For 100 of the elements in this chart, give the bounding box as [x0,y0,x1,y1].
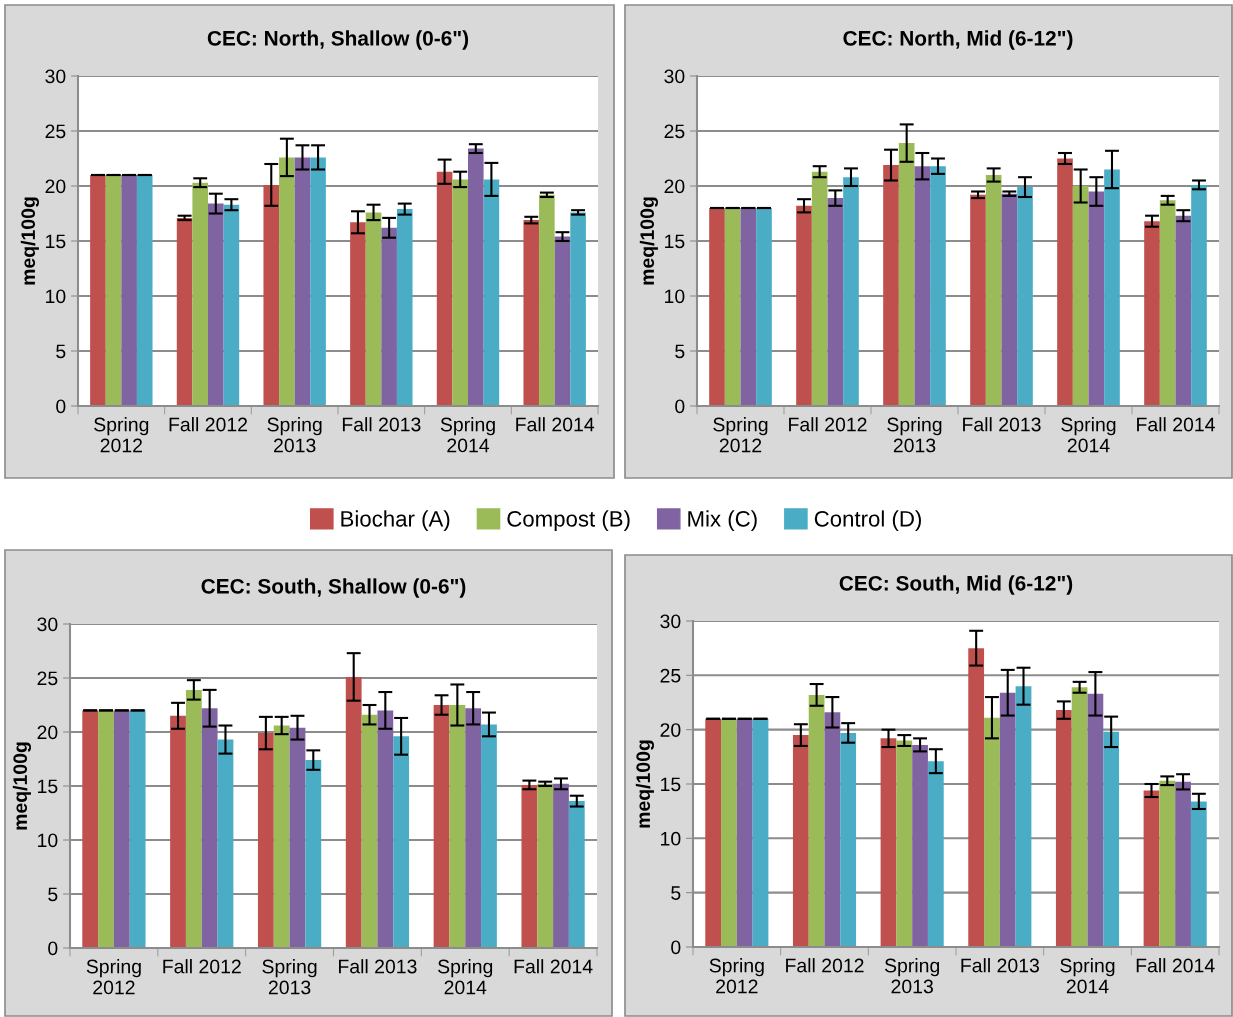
bar [481,724,497,948]
y-tick-label: 10 [38,833,58,848]
bar [756,208,772,406]
bar [883,165,899,406]
bar [752,718,769,947]
y-tick-label: 30 [664,69,685,84]
bar [223,204,240,406]
y-tick-label: 20 [45,179,66,194]
bar [521,784,538,948]
bar [170,715,186,948]
x-tick-label: Fall 2014 [516,417,595,432]
bar [257,733,274,948]
x-tick-label: Spring 2012 [709,958,764,994]
y-tick-label: 30 [37,617,58,632]
y-tick-label: 10 [46,289,66,304]
bar [1175,781,1191,947]
bar [294,157,311,406]
y-tick-label: 15 [665,234,685,249]
bar [1088,191,1105,406]
chart-title: CEC: North, Shallow (0-6") [207,30,469,50]
bar [914,166,931,406]
bar [537,783,554,948]
y-tick-label: 0 [675,399,685,414]
bar [90,175,106,406]
y-tick-label: 20 [660,723,681,737]
y-tick-label: 15 [38,779,58,794]
bar [273,725,290,948]
bar [523,220,540,406]
x-tick-label: Spring 2013 [262,959,317,995]
bar [736,718,753,947]
bar [1015,686,1032,947]
bar [1057,158,1073,406]
y-tick-label: 0 [56,399,66,414]
y-axis-title: meq/100g [639,197,659,285]
bar [1071,687,1088,947]
bar [721,718,737,947]
x-tick-label: Fall 2014 [514,959,593,974]
bar [811,171,828,406]
y-tick-label: 5 [56,344,66,359]
y-tick-label: 20 [664,179,685,194]
bar [999,692,1016,947]
chart-title: CEC: South, Mid (6-12") [839,575,1073,595]
y-axis-title: meq/100g [20,197,40,285]
x-tick-label: Spring 2014 [1060,958,1115,994]
bar [1017,187,1033,406]
bar [105,175,122,406]
legend-label: Mix (C) [688,510,757,532]
y-tick-label: 0 [671,940,681,955]
bar [896,740,913,947]
bar [377,710,394,948]
y-tick-label: 25 [660,668,681,683]
x-tick-label: Fall 2014 [1137,417,1215,432]
bar [984,717,1000,947]
y-tick-label: 0 [48,941,58,956]
y-tick-label: 10 [661,831,681,846]
bar [898,143,915,406]
bar [201,708,218,948]
bar [350,222,366,406]
bar [824,712,841,947]
x-tick-label: Spring 2014 [440,417,495,453]
bar [208,203,224,406]
bar [1175,215,1192,406]
x-tick-label: Fall 2012 [163,959,241,974]
x-tick-label: Spring 2014 [1061,417,1116,453]
bar [539,194,555,406]
bar [796,205,812,406]
bar [1087,693,1104,947]
y-tick-label: 20 [37,725,58,740]
bar [827,198,844,406]
bar [279,157,295,406]
x-tick-label: Fall 2012 [169,417,248,432]
chart-title: CEC: North, Mid (6-12") [843,30,1073,50]
bar [880,738,897,947]
bar [927,761,944,947]
y-tick-label: 15 [661,777,681,792]
bar [468,148,484,406]
bar [263,184,280,406]
x-tick-label: Fall 2013 [963,417,1041,432]
bar [1159,200,1176,406]
bar [1072,186,1089,406]
bar [912,744,928,947]
bar [724,208,741,406]
bar [396,209,413,406]
bar [113,710,130,948]
y-tick-label: 15 [46,234,66,249]
bar [192,182,208,406]
bar [381,227,397,406]
bar [289,727,306,948]
legend-label: Biochar (A) [341,510,450,532]
x-tick-label: Spring 2012 [713,417,768,453]
y-tick-label: 5 [675,344,685,359]
bar [553,783,569,948]
bar [1055,710,1072,947]
bar [705,718,722,947]
x-tick-label: Spring 2013 [887,417,942,453]
y-tick-label: 25 [45,124,66,139]
bar [433,705,450,948]
bar [452,179,468,406]
y-axis-title: meq/100g [635,740,655,828]
y-tick-label: 10 [665,289,685,304]
